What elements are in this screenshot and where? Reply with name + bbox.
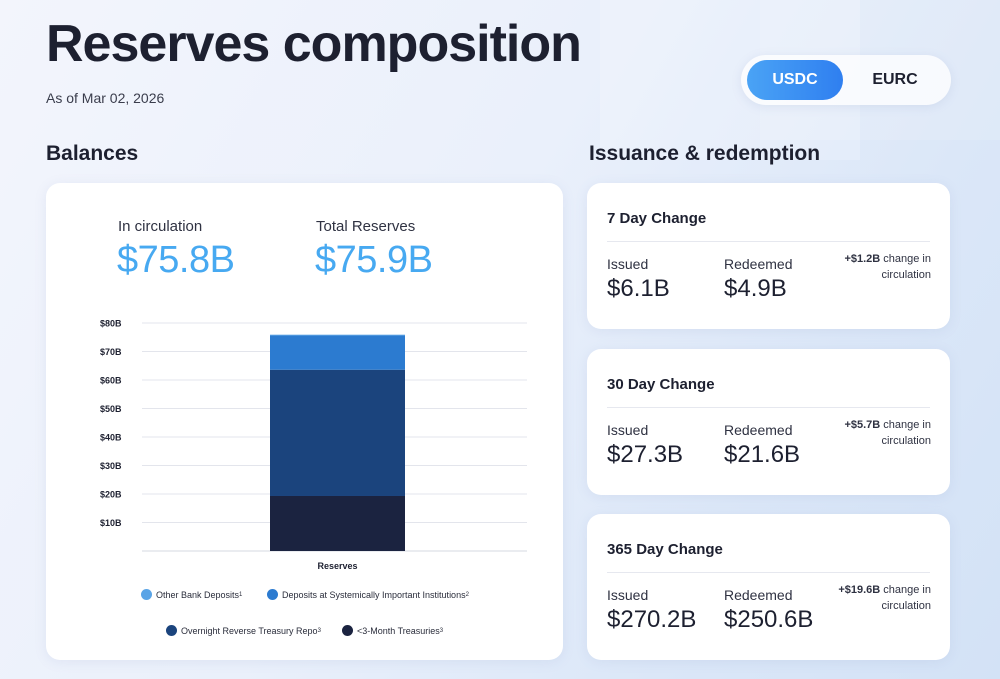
redeemed-label: Redeemed [724,587,793,603]
legend-swatch [267,589,278,600]
as-of-date: As of Mar 02, 2026 [46,90,165,106]
y-tick-label: $40B [100,433,122,443]
currency-toggle: USDC EURC [741,55,951,105]
change-card-30-day: 30 Day Change Issued $27.3B Redeemed $21… [587,349,950,495]
legend-label: Other Bank Deposits [156,589,240,600]
bar-segment [270,495,405,551]
total-reserves-label: Total Reserves [316,218,416,235]
change-card-7-day: 7 Day Change Issued $6.1B Redeemed $4.9B… [587,183,950,329]
redeemed-value: $250.6B [724,606,814,633]
circulation-change-amount: +$5.7B [844,419,881,431]
circulation-change-text: change in circulation [880,419,931,447]
legend-footnote: 3 [317,627,321,634]
issued-label: Issued [607,422,649,438]
legend-footnote: 2 [465,591,469,598]
y-tick-label: $70B [100,347,122,357]
circulation-change-note: +$19.6B change in circulation [821,582,931,614]
legend-footnote: 3 [439,627,444,634]
redeemed-value: $4.9B [724,275,787,302]
issuance-section-title: Issuance & redemption [589,142,821,165]
divider [607,407,930,408]
y-tick-label: $80B [100,319,122,329]
circulation-change-note: +$1.2B change in circulation [821,251,931,283]
issued-value: $6.1B [607,275,670,302]
y-tick-label: $20B [100,490,122,500]
legend-label: Overnight Reverse Treasury Repo [181,625,318,636]
divider [607,572,930,573]
circulation-change-note: +$5.7B change in circulation [821,417,931,449]
circulation-change-text: change in circulation [880,584,931,612]
circulation-change-text: change in circulation [880,253,931,281]
legend-item-other-bank-deposits: Other Bank Deposits 1 [141,589,242,600]
legend-label: Deposits at Systemically Important Insti… [282,589,466,600]
issued-value: $27.3B [607,441,684,468]
legend-footnote: 1 [239,591,243,598]
total-reserves-value: $75.9B [315,239,433,281]
issued-value: $270.2B [607,606,697,633]
change-card-title: 365 Day Change [607,541,723,558]
divider [607,241,930,242]
bar-segment [270,335,405,370]
x-category-label: Reserves [317,561,357,571]
y-tick-label: $10B [100,518,122,528]
bar-segment [270,369,405,496]
reserves-chart: $10B $20B $30B $40B $50B $60B $70B $80B Reserves [100,319,527,571]
legend-item-systemically-important-deposits: Deposits at Systemically Important Insti… [267,589,469,600]
y-tick-label: $60B [100,376,122,386]
circulation-change-amount: +$19.6B [838,584,881,596]
change-card-title: 30 Day Change [607,376,715,393]
issued-label: Issued [607,256,649,272]
in-circulation-value: $75.8B [117,239,235,281]
redeemed-label: Redeemed [724,256,793,272]
legend-item-3-month-treasuries: <3-Month Treasuries 3 [342,625,443,636]
bar-segment [270,334,405,336]
legend-item-overnight-reverse-repo: Overnight Reverse Treasury Repo 3 [166,625,321,636]
page-title: Reserves composition [46,15,582,73]
legend-swatch [141,589,152,600]
usdc-toggle-button[interactable]: USDC [747,60,843,100]
legend-swatch [342,625,353,636]
balances-card: In circulation $75.8B Total Reserves $75… [46,183,563,660]
y-tick-label: $50B [100,404,122,414]
legend-label: <3-Month Treasuries [357,625,440,636]
issued-label: Issued [607,587,649,603]
balances-section-title: Balances [46,142,139,165]
y-tick-label: $30B [100,461,122,471]
in-circulation-label: In circulation [118,218,203,235]
circulation-change-amount: +$1.2B [844,253,881,265]
redeemed-value: $21.6B [724,441,801,468]
redeemed-label: Redeemed [724,422,793,438]
legend-swatch [166,625,177,636]
change-card-title: 7 Day Change [607,210,707,227]
eurc-toggle-button[interactable]: EURC [872,71,918,88]
change-card-365-day: 365 Day Change Issued $270.2B Redeemed $… [587,514,950,660]
